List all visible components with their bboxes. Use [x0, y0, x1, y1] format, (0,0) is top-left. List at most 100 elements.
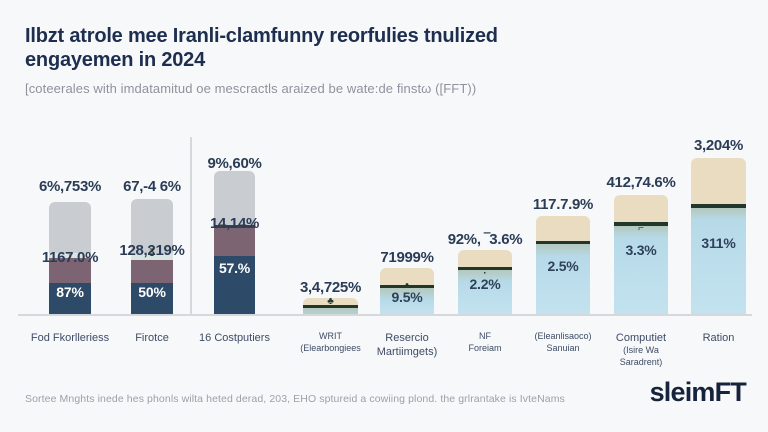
x-axis-category-line: WRIT: [318, 331, 342, 341]
bar-value-label: 9%,60%: [207, 155, 262, 172]
bar-segment-gray: [131, 199, 173, 253]
bar-inside-value-label: 3.3%: [625, 242, 657, 258]
x-axis-category-line: Foreiam: [468, 342, 502, 353]
chart-subtitle: [coteerales with imdatamitud oe mescract…: [25, 80, 477, 96]
bar-decoration-mark: ⌐: [638, 223, 644, 234]
bar-segment-beige: [536, 216, 590, 241]
x-axis-category-label: (Eleanlisaoco) Sanuian: [534, 331, 591, 354]
bar-inside-value-label: 50%: [138, 284, 166, 300]
bar-segment-beige: [614, 195, 668, 222]
x-axis-category-label: Firotce: [135, 331, 169, 345]
bar-segment-darkline: [380, 285, 434, 288]
bar-segment-mauve: [131, 260, 173, 283]
x-axis-category-line: Resercio: [385, 332, 429, 344]
x-axis-category-label: WRIT (Elearbongiees: [300, 331, 361, 354]
bar-segment-darkline: [614, 222, 668, 226]
x-axis-category-label: Fod Fkorlleriess: [31, 331, 109, 345]
x-axis-category-line: Saradrent): [619, 356, 663, 367]
page-title-line-2: engayemen in 2024: [25, 49, 206, 72]
bar-segment-beige: [380, 268, 434, 285]
x-axis-category-label: NF Foreiam: [468, 331, 501, 354]
bar-segment-beige: [303, 298, 358, 305]
bar-segment-gray: [214, 171, 255, 225]
x-axis-category-line: Fod Fkorlleriess: [30, 332, 110, 344]
brand-logo: sleimFT: [649, 377, 747, 407]
bar-value-label: 92%, ‾3.6%: [447, 231, 523, 248]
bar-segment-blue: [458, 270, 512, 314]
x-axis-category-line: Firotce: [135, 332, 169, 344]
bar-segment-mauve: [214, 228, 255, 256]
page-title-line-1: Ilbzt atrole mee Iranli-clamfunny reorfu…: [25, 25, 498, 47]
bar-segment-blue: [380, 288, 434, 314]
bar-value-label: 3,204%: [693, 137, 744, 154]
bar-value-label: 67,-4 6%: [123, 178, 181, 195]
bar-5: [380, 268, 434, 314]
bar-decoration-mark: ·: [483, 268, 487, 279]
bar-value-label: 3,4,725%: [300, 279, 361, 296]
bar-segment-navy: [131, 283, 173, 314]
x-axis-category-line: (Isire Wa: [623, 345, 659, 356]
x-axis-category-line: NF: [478, 331, 491, 341]
bar-segment-darkline: [536, 241, 590, 244]
bar-segment-navy: [49, 283, 91, 314]
bar-decoration-mark: –: [560, 237, 566, 248]
bar-decoration-mark: ʒ: [149, 246, 155, 257]
bar-4: [303, 298, 358, 314]
x-axis-category-label: Resercio Martiimgets): [377, 331, 438, 360]
bar-segment-beige: [691, 158, 746, 204]
bar-segment-darkline: [691, 204, 746, 208]
bar-decoration-mark: •: [405, 280, 409, 291]
bar-mid-value-label: 128,219%: [119, 242, 185, 259]
bar-value-label: 117.7.9%: [532, 196, 594, 213]
bar-value-label: 6%,753%: [38, 178, 102, 195]
panel-divider-line: [190, 137, 192, 314]
bar-8: [614, 195, 668, 314]
x-axis-category-line: 16 Costputiers: [199, 332, 270, 344]
bar-segment-blue: [536, 244, 590, 314]
bar-segment-gray: [49, 202, 91, 253]
bar-segment-darkline: [303, 305, 358, 308]
bar-decoration-mark: ›: [68, 251, 72, 262]
bar-9: [691, 158, 746, 314]
x-axis-category-line: Sanuian: [546, 342, 580, 353]
bar-inside-value-label: 311%: [701, 235, 736, 251]
bar-segment-blue: [303, 308, 358, 314]
x-axis-line: [18, 314, 752, 316]
bar-2: [131, 199, 173, 314]
bar-value-label: 412,74.6%: [606, 174, 676, 191]
bar-inside-value-label: 2.2%: [469, 276, 501, 292]
bar-decoration-mark: ♣: [327, 296, 334, 307]
bar-segment-darkgrayline: [214, 225, 255, 228]
bar-segment-stripe: [131, 253, 173, 260]
bar-mid-value-label: 1167.0%: [41, 249, 99, 266]
x-axis-category-label: Computiet (Isire Wa Saradrent): [616, 331, 666, 369]
bar-7: [536, 216, 590, 314]
bar-inside-value-label: 9.5%: [391, 289, 423, 305]
bar-inside-value-label: 87%: [56, 284, 84, 300]
bar-1: [49, 202, 91, 314]
x-axis-category-line: Computiet: [615, 332, 667, 344]
x-axis-category-line: (Elearbongiees: [300, 342, 361, 353]
x-axis-category-label: Ration: [703, 331, 735, 345]
bar-segment-mauve: [49, 258, 91, 283]
bar-segment-beige: [458, 250, 512, 267]
chart-header: Ilbzt atrole mee Iranli-clamfunny reorfu…: [25, 24, 743, 96]
bar-segment-stripe: [49, 253, 91, 258]
bar-3: [214, 171, 255, 314]
bar-segment-darkline: [458, 267, 512, 270]
bar-segment-blue: [614, 226, 668, 314]
bar-inside-value-label: 2.5%: [547, 258, 579, 274]
source-note: Sortee Mnghts inede hes phonls wilta het…: [25, 393, 565, 405]
bar-mid-value-label: 14,14%: [209, 215, 260, 232]
bar-inside-value-label: 57.%: [218, 260, 251, 276]
x-axis-category-label: 16 Costputiers: [199, 331, 270, 345]
bar-6: [458, 250, 512, 314]
bar-segment-navy: [214, 256, 255, 314]
bar-value-label: 71999%: [380, 249, 434, 266]
x-axis-category-line: Martiimgets): [376, 346, 438, 359]
x-axis-category-line: (Eleanlisaoco): [534, 331, 592, 341]
x-axis-category-line: Ration: [702, 332, 735, 344]
bar-segment-blue: [691, 208, 746, 314]
